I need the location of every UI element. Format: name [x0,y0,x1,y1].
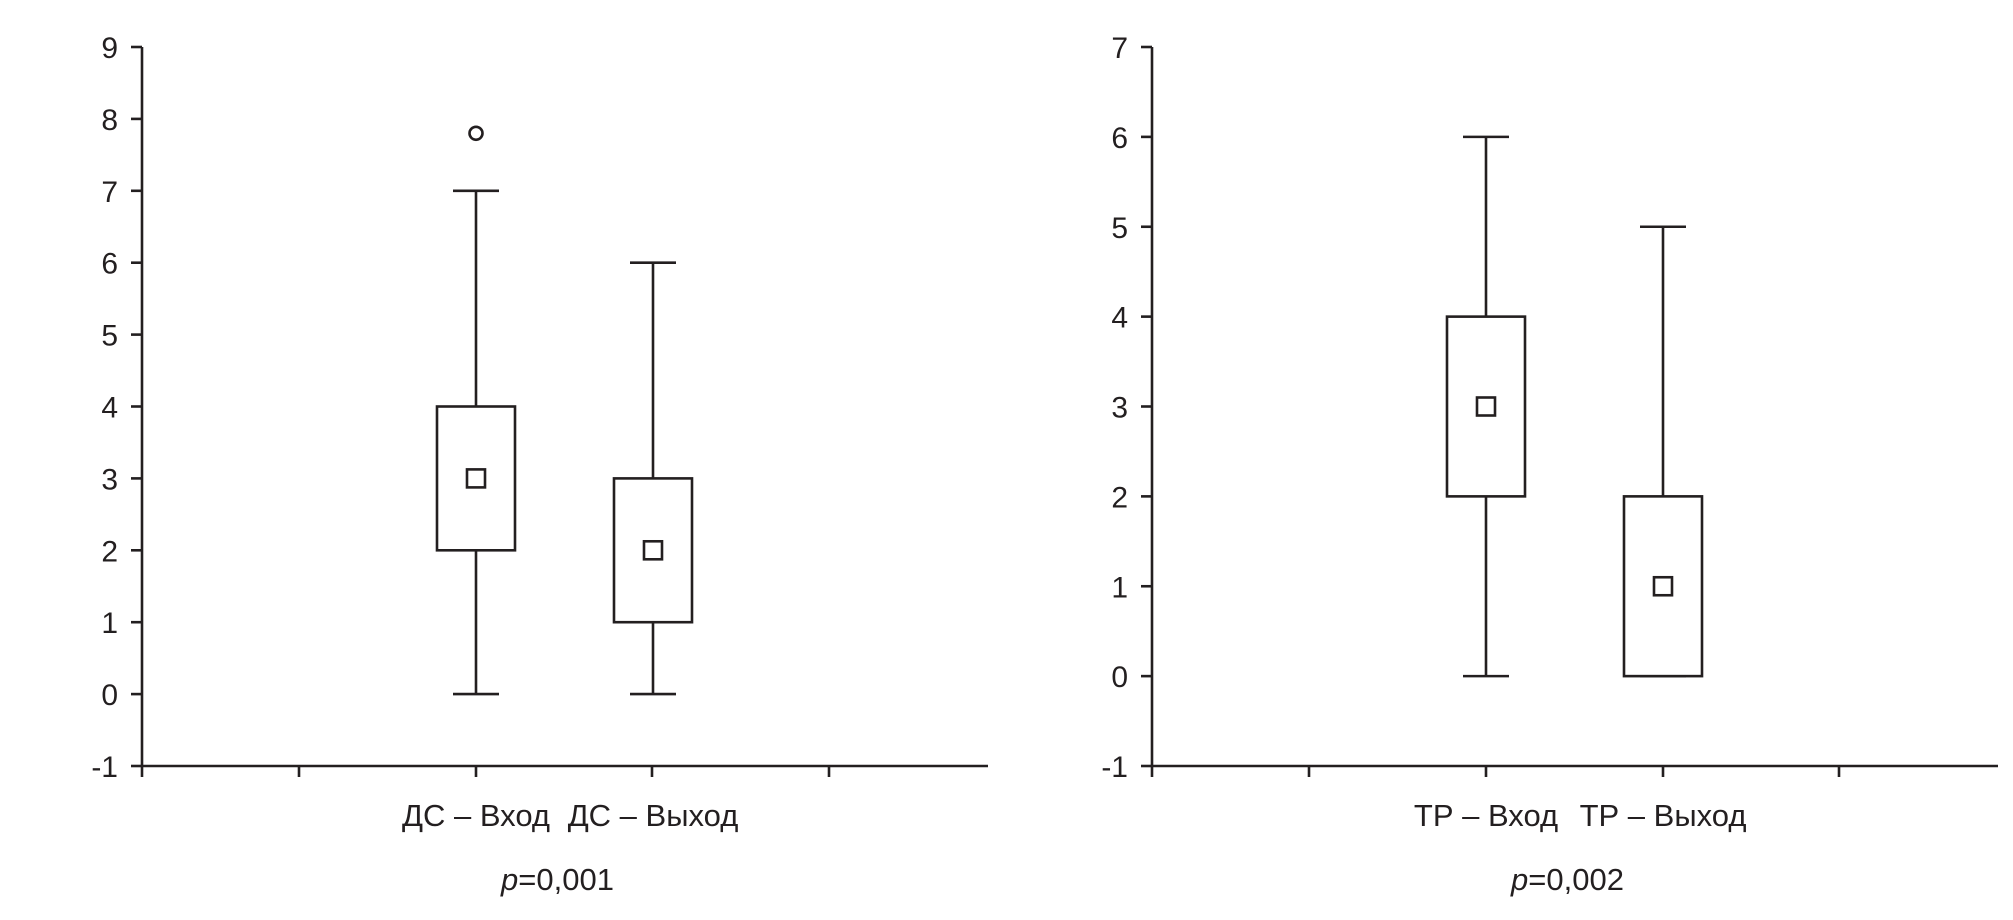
p-value-annotation: p=0,001 [500,862,614,897]
category-label: ТР – Выход [1580,798,1747,833]
p-value-number: =0,001 [518,862,614,897]
y-tick-label: 4 [1111,302,1128,335]
y-tick-label: 0 [101,679,118,712]
category-label: ТР – Вход [1414,798,1558,833]
p-value-number: =0,002 [1528,862,1624,897]
boxplot-box-group [1445,135,1527,678]
y-tick-label: 6 [101,248,118,281]
p-value-annotation: p=0,002 [1510,862,1624,897]
y-tick-label: -1 [1101,751,1128,784]
y-tick-label: 3 [101,463,118,496]
median-marker [1475,396,1497,417]
y-tick-label: -1 [91,751,118,784]
y-tick-label: 9 [101,32,118,65]
boxplot-box-group [1622,225,1704,678]
p-value-symbol: p [500,862,518,897]
category-label: ДС – Вход [402,798,550,833]
y-tick-label: 0 [1111,661,1128,694]
y-tick-label: 7 [101,176,118,209]
median-marker [642,539,664,561]
y-tick-label: 3 [1111,392,1128,425]
iqr-box [612,477,694,624]
y-tick-label: 4 [101,392,118,425]
y-tick-label: 7 [1111,32,1128,65]
median-marker [1652,575,1674,597]
boxplot-panel-left: -1 0 1 2 3 4 5 6 7 8 9 ДС – Вход ДС – Выход p=0,001 [91,32,988,897]
y-tick-label: 5 [1111,212,1128,245]
category-label: ДС – Выход [568,798,739,833]
boxplot-box-group [612,261,694,696]
y-tick-label: 1 [1111,571,1128,604]
y-tick-label: 1 [101,607,118,640]
y-tick-label: 6 [1111,122,1128,155]
boxplot-box-group [435,125,517,696]
p-value-symbol: p [1510,862,1528,897]
boxplot-panel-right: -1 0 1 2 3 4 5 6 7 ТР – Вход ТР – Выход p=0,002 [1101,32,1998,897]
y-tick-label: 5 [101,320,118,353]
y-tick-label: 8 [101,104,118,137]
outlier-point [468,125,484,142]
median-marker [465,468,487,489]
y-tick-label: 2 [101,535,118,568]
y-tick-label: 2 [1111,481,1128,514]
